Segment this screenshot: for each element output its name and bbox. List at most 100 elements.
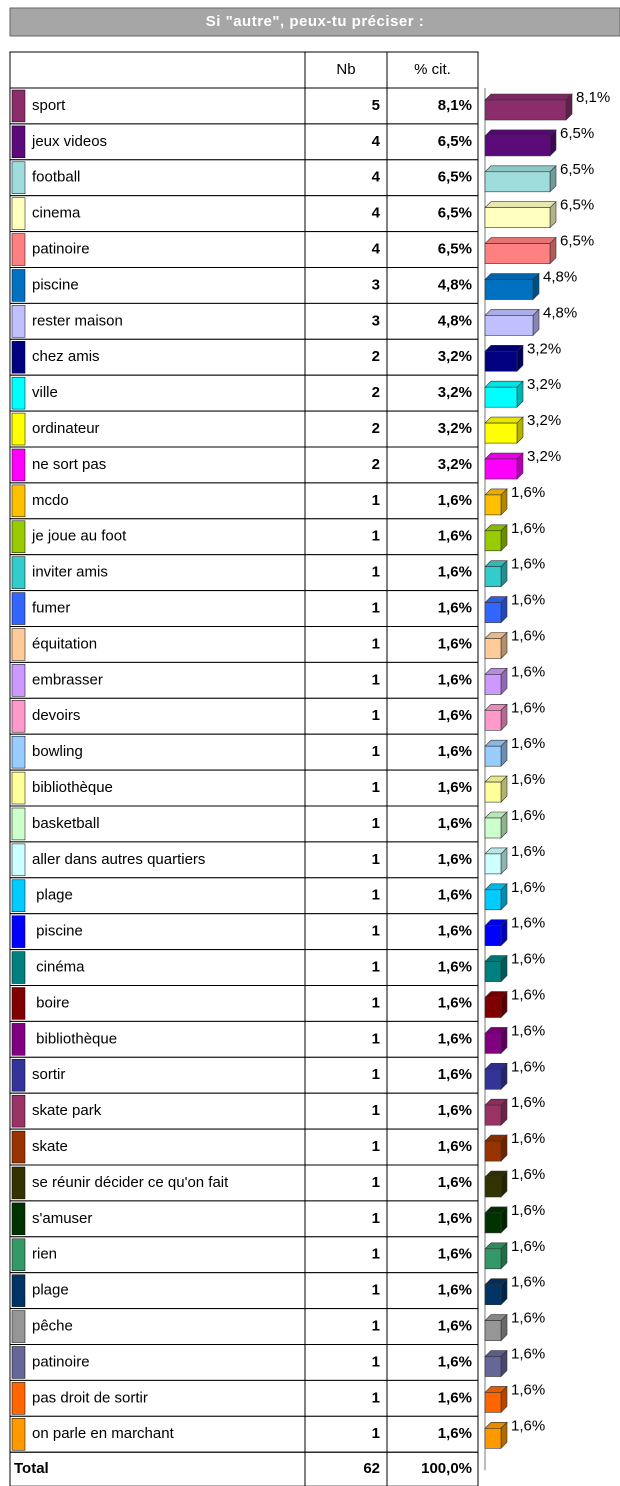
count: 1 (372, 1030, 380, 1047)
percent: 4,8% (438, 276, 472, 293)
bar-label: 1,6% (511, 735, 545, 752)
bar-label: 1,6% (511, 915, 545, 932)
bar (484, 422, 518, 444)
percent: 1,6% (438, 1389, 472, 1406)
bar-label: 1,6% (511, 986, 545, 1003)
bar (484, 135, 551, 157)
row (9, 877, 479, 915)
row (9, 87, 479, 125)
bar-top (484, 452, 524, 460)
color-swatch (11, 1238, 26, 1271)
count: 2 (372, 456, 380, 473)
percent: 1,6% (438, 635, 472, 652)
percent: 1,6% (438, 851, 472, 868)
bar-label: 1,6% (511, 520, 545, 537)
bar-top (484, 201, 557, 208)
category-label: ville (32, 384, 58, 401)
color-swatch (11, 1418, 26, 1451)
bar-label: 3,2% (527, 448, 561, 465)
count: 1 (372, 1353, 380, 1370)
row (9, 267, 479, 304)
bar (484, 207, 551, 228)
percent: 3,2% (438, 384, 472, 401)
bar-label: 1,6% (511, 592, 545, 609)
row (9, 1020, 479, 1058)
bar (484, 243, 551, 264)
bar-label: 1,6% (511, 843, 545, 860)
color-swatch (11, 269, 26, 302)
bar-label: 1,6% (511, 1345, 545, 1362)
row (9, 302, 479, 340)
bar-label: 6,5% (560, 197, 594, 214)
count: 1 (372, 1389, 380, 1406)
color-swatch (11, 1130, 26, 1164)
color-swatch (11, 879, 26, 912)
count: 1 (372, 1138, 380, 1155)
row (9, 374, 479, 412)
category-label: patinoire (32, 1353, 90, 1370)
row (9, 1308, 479, 1345)
row (9, 518, 479, 556)
color-swatch (11, 1166, 26, 1200)
category-label: inviter amis (32, 564, 108, 581)
category-label: bibliothèque (32, 1030, 117, 1047)
percent: 1,6% (438, 779, 472, 796)
row (9, 1200, 479, 1238)
category-label: jeux videos (31, 133, 107, 150)
category-label: bibliothèque (32, 779, 113, 796)
color-swatch (11, 376, 26, 410)
color-swatch (11, 987, 26, 1020)
bar-label: 1,6% (511, 807, 545, 824)
count: 3 (372, 312, 380, 329)
color-swatch (11, 161, 26, 194)
count: 1 (372, 564, 380, 581)
count: 2 (372, 384, 380, 401)
color-swatch (11, 771, 26, 805)
category-label: rester maison (32, 312, 123, 329)
color-swatch (11, 125, 26, 159)
percent: 3,2% (438, 456, 472, 473)
bar-top (484, 165, 557, 173)
row (9, 590, 479, 627)
count: 1 (372, 1282, 380, 1299)
column-header: Nb (336, 61, 355, 78)
bar (484, 99, 567, 121)
color-swatch (11, 556, 26, 589)
count: 3 (372, 276, 380, 293)
count: 1 (372, 923, 380, 940)
row (9, 338, 479, 376)
color-swatch (11, 1382, 26, 1415)
percent: 8,1% (438, 97, 472, 114)
bar (484, 1212, 502, 1234)
percent: 1,6% (438, 564, 472, 581)
color-swatch (11, 1202, 26, 1236)
category-label: piscine (32, 276, 79, 293)
bar (484, 889, 502, 911)
bar (484, 997, 502, 1018)
percent: 6,5% (438, 205, 472, 222)
color-swatch (11, 1094, 26, 1128)
category-label: piscine (32, 923, 83, 940)
bar (484, 709, 502, 731)
bar (484, 350, 518, 372)
category-label: pêche (32, 1318, 73, 1335)
color-swatch (11, 520, 26, 553)
percent: 1,6% (438, 1102, 472, 1119)
bar-label: 1,6% (511, 556, 545, 573)
bar-top (484, 416, 524, 424)
color-swatch (11, 484, 26, 518)
color-swatch (11, 1059, 26, 1092)
bar (484, 638, 502, 659)
bar-top (484, 273, 540, 280)
total-percent: 100,0% (421, 1460, 472, 1477)
category-label: devoirs (32, 707, 80, 724)
count: 1 (372, 959, 380, 976)
row (9, 841, 479, 879)
color-swatch (11, 448, 26, 482)
bar (484, 1140, 502, 1162)
color-swatch (11, 628, 26, 661)
count: 4 (372, 133, 381, 150)
category-label: patinoire (32, 241, 90, 258)
row (9, 1092, 479, 1130)
percent: 6,5% (438, 241, 472, 258)
